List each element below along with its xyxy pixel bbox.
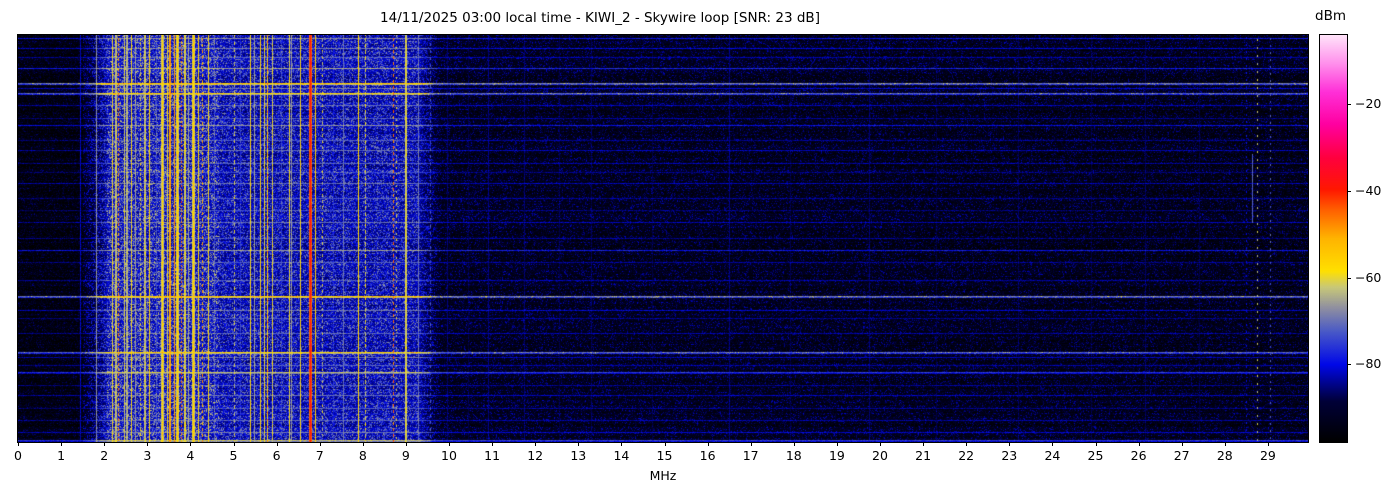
x-tick-mark [1095, 442, 1097, 446]
x-tick-mark [190, 442, 192, 446]
x-tick-label: 18 [785, 448, 802, 463]
x-tick-label: 2 [100, 448, 109, 463]
x-tick-mark [492, 442, 494, 446]
x-tick-mark [707, 442, 709, 446]
colorbar-tick-label: −80 [1355, 356, 1382, 372]
x-tick-mark [1267, 442, 1269, 446]
x-tick-label: 21 [915, 448, 932, 463]
colorbar-canvas [1320, 35, 1347, 442]
x-tick-label: 19 [828, 448, 845, 463]
x-tick-label: 27 [1173, 448, 1190, 463]
x-tick-mark [750, 442, 752, 446]
x-tick-label: 10 [441, 448, 457, 463]
x-tick-label: 8 [358, 448, 367, 463]
x-tick-mark [362, 442, 364, 446]
x-tick-label: 1 [57, 448, 66, 463]
x-tick-label: 15 [656, 448, 673, 463]
x-tick-label: 28 [1216, 448, 1233, 463]
plot-area [17, 34, 1309, 443]
x-tick-label: 14 [613, 448, 630, 463]
x-tick-mark [233, 442, 235, 446]
x-tick-mark [319, 442, 321, 446]
x-tick-label: 6 [272, 448, 281, 463]
x-tick-label: 12 [527, 448, 544, 463]
x-tick-mark [18, 442, 19, 446]
x-tick-label: 24 [1044, 448, 1061, 463]
x-tick-label: 3 [143, 448, 152, 463]
x-tick-mark [405, 442, 407, 446]
x-tick-mark [1009, 442, 1011, 446]
colorbar-tick-label: −20 [1355, 96, 1382, 112]
x-tick-mark [104, 442, 106, 446]
x-tick-label: 7 [315, 448, 324, 463]
x-tick-mark [793, 442, 795, 446]
colorbar-tick-mark [1347, 104, 1351, 106]
x-tick-mark [1052, 442, 1054, 446]
x-tick-mark [966, 442, 968, 446]
x-tick-mark [535, 442, 537, 446]
x-tick-label: 4 [186, 448, 195, 463]
x-tick-label: 0 [14, 448, 22, 463]
x-tick-mark [449, 442, 450, 446]
x-tick-mark [836, 442, 838, 446]
x-axis-label: MHz [649, 468, 677, 483]
colorbar [1319, 34, 1348, 443]
x-tick-mark [1181, 442, 1183, 446]
x-tick-label: 17 [742, 448, 759, 463]
x-tick-mark [147, 442, 149, 446]
x-tick-label: 11 [484, 448, 501, 463]
x-tick-label: 9 [401, 448, 410, 463]
x-tick-label: 26 [1130, 448, 1147, 463]
chart-title: 14/11/2025 03:00 local time - KIWI_2 - S… [380, 10, 820, 26]
x-tick-mark [61, 442, 63, 446]
x-tick-mark [880, 442, 881, 446]
x-tick-label: 13 [570, 448, 587, 463]
x-tick-mark [578, 442, 580, 446]
x-tick-label: 16 [699, 448, 716, 463]
colorbar-tick-mark [1347, 190, 1351, 192]
x-tick-label: 25 [1087, 448, 1104, 463]
colorbar-tick-label: −40 [1355, 182, 1382, 198]
colorbar-label: dBm [1315, 8, 1346, 24]
x-tick-mark [664, 442, 666, 446]
x-tick-mark [1224, 442, 1226, 446]
colorbar-tick-label: −60 [1355, 269, 1382, 285]
x-tick-label: 5 [229, 448, 238, 463]
spectrogram-canvas [18, 35, 1308, 442]
x-tick-mark [923, 442, 925, 446]
x-tick-label: 23 [1001, 448, 1018, 463]
x-tick-label: 20 [872, 448, 888, 463]
x-tick-mark [621, 442, 623, 446]
x-tick-label: 22 [958, 448, 975, 463]
colorbar-tick-mark [1347, 364, 1351, 366]
x-tick-label: 29 [1259, 448, 1276, 463]
x-tick-mark [1138, 442, 1140, 446]
colorbar-tick-mark [1347, 277, 1351, 279]
x-tick-mark [276, 442, 278, 446]
